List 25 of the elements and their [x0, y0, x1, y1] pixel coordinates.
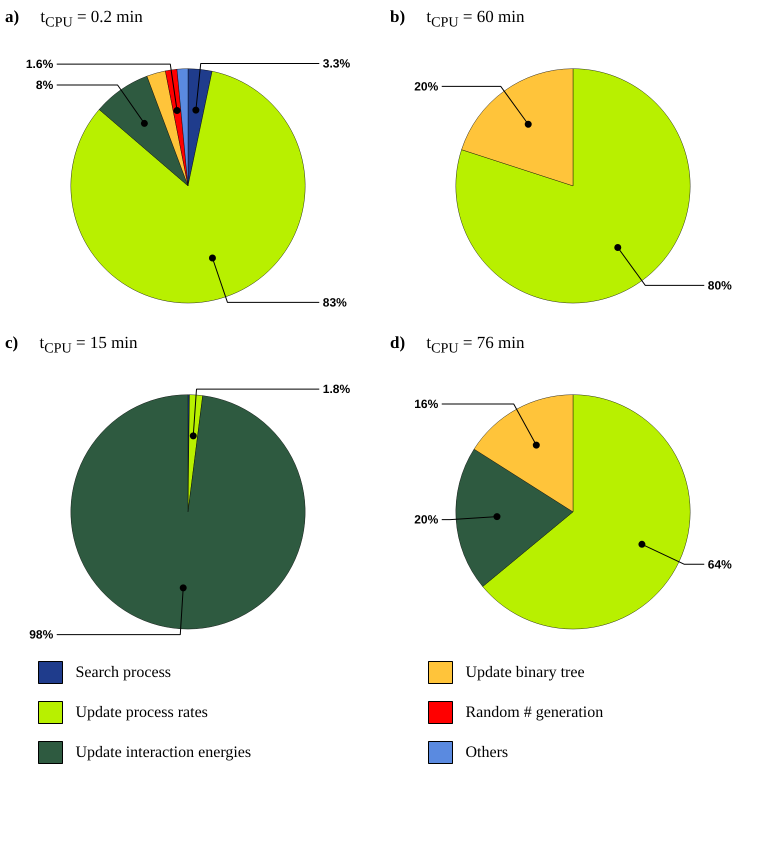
chart-title: a) — [5, 7, 20, 26]
chart-title: d) — [390, 333, 406, 352]
data-label: 1.8% — [322, 382, 350, 396]
data-label: 80% — [708, 278, 732, 292]
data-label: 16% — [414, 397, 439, 412]
legend-label: Search process — [76, 664, 172, 681]
chart-subtitle: t$_{CPU}$ = 76 min — [426, 333, 524, 356]
legend-label: Update binary tree — [466, 664, 585, 681]
data-label: 3.3% — [322, 56, 350, 70]
data-label: 64% — [708, 557, 732, 572]
data-label: 20% — [414, 512, 439, 527]
chart-subtitle: t$_{CPU}$ = 60 min — [426, 7, 524, 30]
data-label: 20% — [414, 79, 439, 94]
legend-label: Update process rates — [76, 704, 208, 721]
data-label: 83% — [322, 295, 348, 310]
data-label: 98% — [29, 628, 54, 642]
chart-subtitle: t$_{CPU}$ = 0.2 min — [40, 7, 143, 30]
chart-title: b) — [390, 7, 406, 26]
data-label: 8% — [36, 78, 54, 92]
chart-subtitle: t$_{CPU}$ = 15 min — [39, 333, 138, 356]
chart-title: c) — [5, 333, 18, 352]
legend-label: Random # generation — [466, 704, 604, 721]
legend-label: Others — [466, 744, 508, 761]
data-label: 1.6% — [26, 57, 54, 72]
legend-label: Update interaction energies — [76, 744, 252, 761]
